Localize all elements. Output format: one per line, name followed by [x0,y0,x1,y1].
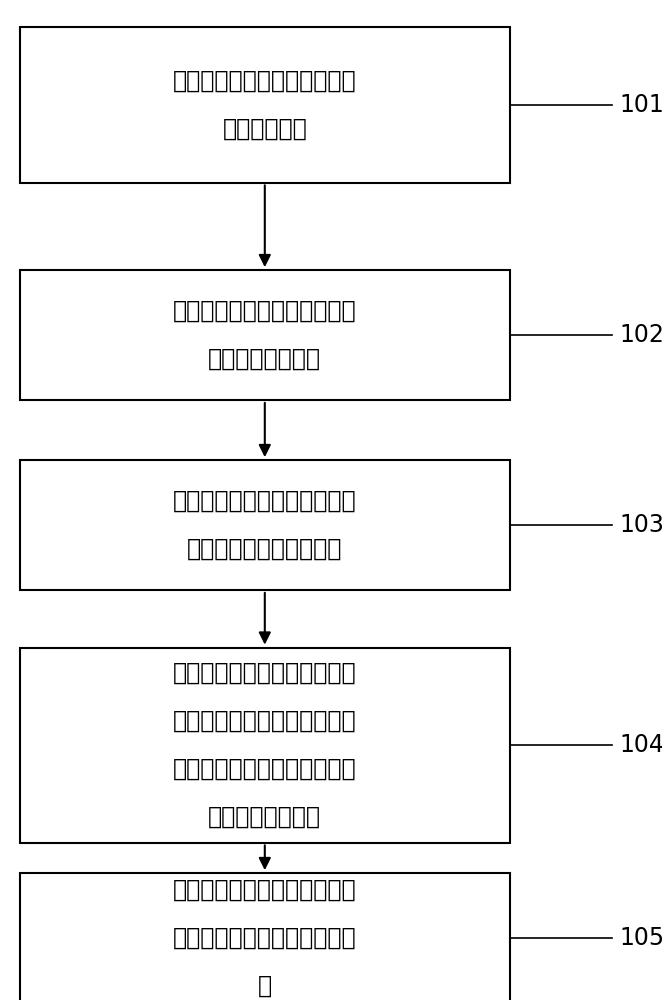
Text: 行: 行 [258,974,272,998]
Text: 压差阈值区间，确定第二风道: 压差阈值区间，确定第二风道 [173,709,357,733]
Text: 确定第一风道压差: 确定第一风道压差 [209,347,321,371]
Text: 103: 103 [619,513,662,537]
Text: 取预设时长内第一风道压差的: 取预设时长内第一风道压差的 [173,489,357,513]
Text: 105: 105 [619,926,662,950]
Text: 档位修正量控制车载空调的运: 档位修正量控制车载空调的运 [173,926,357,950]
Text: 车内监测热量: 车内监测热量 [222,117,307,141]
Bar [20,873,510,1000]
Text: 通过三维温度场检测系统确定: 通过三维温度场检测系统确定 [173,69,357,93]
Bar [20,270,510,400]
Text: 101: 101 [619,93,662,117]
Text: 根据第二风道压差处于的风道: 根据第二风道压差处于的风道 [173,661,357,685]
Bar [20,648,510,842]
Text: 均值，得到第二风道压差: 均值，得到第二风道压差 [187,537,342,561]
Text: 和风机档位修正量: 和风机档位修正量 [209,805,321,829]
Bar [20,27,510,182]
Text: 根据当前时刻的车内监测热量: 根据当前时刻的车内监测热量 [173,299,357,323]
Text: 104: 104 [619,733,662,757]
Text: 压差对应的压缩机频率修正量: 压差对应的压缩机频率修正量 [173,757,357,781]
Text: 102: 102 [619,323,662,347]
Text: 根据压缩机频率修正量和风机: 根据压缩机频率修正量和风机 [173,878,357,902]
Bar [20,460,510,590]
